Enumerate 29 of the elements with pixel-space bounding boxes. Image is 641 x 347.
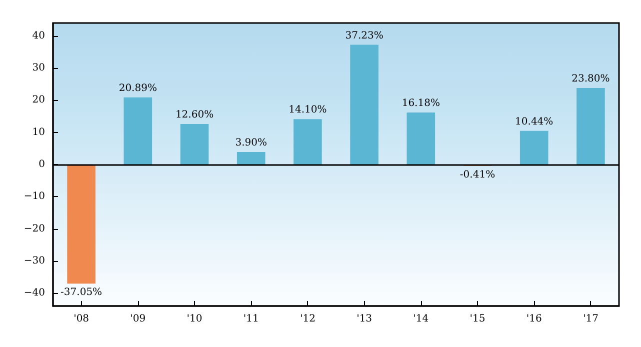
x-tick-label: '10 (186, 314, 202, 324)
x-tick-label: '13 (356, 314, 372, 324)
y-tick-label: −40 (24, 288, 45, 299)
y-tick-label: 10 (32, 126, 45, 138)
y-tick-label: −30 (24, 255, 45, 266)
data-label: 20.89% (118, 82, 157, 94)
data-label: 10.44% (515, 116, 554, 128)
x-tick-label: '16 (526, 314, 542, 324)
data-label: 16.18% (402, 98, 440, 109)
y-tick-label: 0 (38, 159, 45, 170)
x-tick-label: '08 (74, 314, 90, 324)
x-tick-label: '09 (130, 314, 146, 324)
data-label: -37.05% (60, 287, 102, 298)
x-tick-label: '14 (413, 314, 429, 324)
y-tick-label: −10 (24, 191, 45, 202)
x-tick-label: '17 (582, 314, 598, 324)
x-tick-label: '12 (300, 314, 316, 324)
data-label: 23.80% (572, 73, 610, 84)
data-label: 12.60% (175, 109, 214, 120)
data-label: 3.90% (235, 137, 267, 148)
x-tick-label: '11 (243, 314, 259, 324)
data-label: 37.23% (345, 30, 384, 42)
x-tick-label: '15 (470, 314, 486, 324)
y-tick-label: −20 (24, 223, 45, 234)
data-label: -0.41% (460, 169, 496, 180)
y-tick-label: 20 (32, 94, 45, 106)
data-label: 14.10% (288, 104, 327, 116)
y-tick-label: 30 (32, 62, 45, 74)
y-tick-label: 40 (32, 30, 45, 42)
